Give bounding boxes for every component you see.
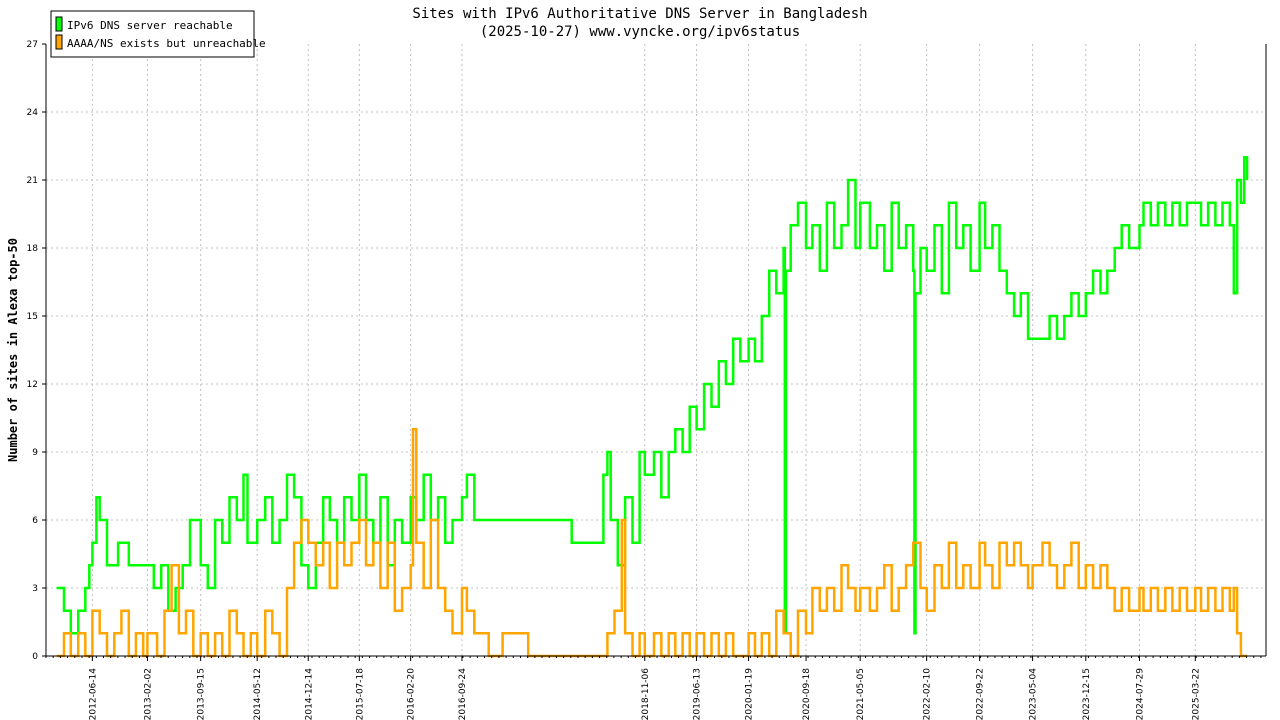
x-tick-label: 2023-12-15 [1082,668,1092,720]
y-tick-label: 12 [27,380,38,390]
grid [46,44,1266,656]
x-tick-label: 2023-05-04 [1029,668,1039,720]
x-tick-label: 2022-02-10 [923,668,933,720]
y-axis-label: Number of sites in Alexa top-50 [6,238,20,462]
x-tick-label: 2014-05-12 [253,668,263,720]
legend-label-unreachable: AAAA/NS exists but unreachable [67,37,266,50]
x-tick-label: 2013-02-02 [143,668,153,720]
y-tick-label: 0 [32,652,38,662]
y-tick-label: 3 [32,584,38,594]
x-tick-label: 2012-06-14 [88,668,98,720]
legend-swatch-reachable [55,16,63,32]
x-tick-label: 2020-09-18 [802,668,812,720]
x-tick-label: 2018-11-06 [641,668,651,720]
x-tick-label: 2019-06-13 [693,668,703,720]
x-tick-label: 2022-09-22 [976,668,986,720]
y-tick-label: 9 [32,448,38,458]
series-layer [56,156,1249,658]
series-line-reachable [56,156,1249,635]
x-tick-label: 2020-01-19 [745,668,755,720]
chart-title: Sites with IPv6 Authoritative DNS Server… [412,6,867,22]
y-tick-label: 27 [27,40,38,50]
y-tick-label: 6 [32,516,38,526]
legend: IPv6 DNS server reachable AAAA/NS exists… [50,10,266,58]
x-tick-label: 2016-02-20 [407,668,417,720]
x-tick-label: 2014-12-14 [304,668,314,720]
x-tick-label: 2021-05-05 [856,668,866,720]
legend-box [50,10,255,58]
x-tick-label: 2016-09-24 [458,668,468,720]
x-tick-label: 2025-03-22 [1191,668,1201,720]
x-tick-label: 2015-07-18 [355,668,365,720]
y-tick-label: 15 [27,312,38,322]
series-line-unreachable [56,428,1248,658]
chart-subtitle: (2025-10-27) www.vyncke.org/ipv6status [480,24,800,40]
legend-swatch-unreachable [55,34,63,50]
y-tick-label: 24 [27,108,39,118]
axes: 0 3 6 9 12 15 18 21 24 27 2012-06-14 2013-02-02 2013… [27,40,1267,720]
y-tick-label: 18 [27,244,39,254]
x-tick-label: 2013-09-15 [197,668,207,720]
y-tick-label: 21 [27,176,38,186]
legend-label-reachable: IPv6 DNS server reachable [67,19,233,32]
x-tick-label: 2024-07-29 [1135,668,1145,720]
